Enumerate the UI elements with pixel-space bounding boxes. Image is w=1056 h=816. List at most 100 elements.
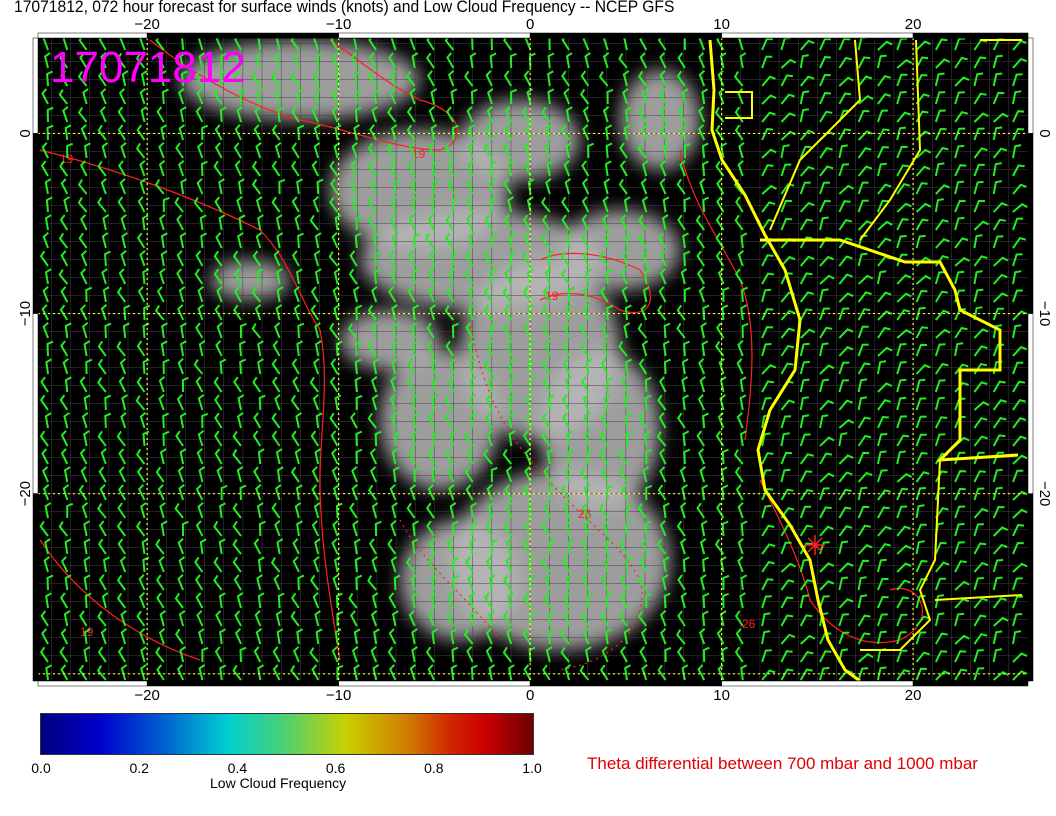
wind-barb <box>236 412 244 429</box>
wind-barb <box>97 377 107 393</box>
wind-barb <box>541 430 551 447</box>
wind-barb <box>799 201 815 213</box>
wind-barb <box>100 304 108 321</box>
wind-barb <box>624 664 631 681</box>
wind-barb <box>780 74 794 87</box>
wind-barb <box>679 466 687 483</box>
wind-barb <box>934 362 949 375</box>
wind-barb <box>232 538 242 555</box>
wind-barb <box>292 538 300 555</box>
wind-barb <box>276 466 284 483</box>
wind-barb <box>276 268 283 285</box>
wind-barb <box>642 466 650 483</box>
wind-barb <box>353 628 361 645</box>
wind-barb <box>139 88 147 105</box>
wind-barb <box>179 106 187 123</box>
wind-barb <box>120 610 127 627</box>
wind-barb <box>391 502 398 519</box>
wind-barb <box>411 646 418 663</box>
wind-barb <box>954 111 969 123</box>
wind-barb <box>877 525 892 537</box>
wind-barb <box>391 412 398 429</box>
wind-barb <box>954 523 965 537</box>
wind-barb <box>915 397 927 411</box>
wind-barb <box>335 70 342 87</box>
wind-barb <box>233 574 242 591</box>
wind-barb <box>954 668 968 681</box>
wind-barb <box>100 88 107 105</box>
wind-barb <box>502 287 512 303</box>
wind-barb <box>915 560 928 573</box>
wind-barb <box>469 538 477 555</box>
wind-barb <box>508 358 515 375</box>
wind-barb <box>239 88 247 105</box>
wind-barb <box>1012 324 1022 339</box>
wind-barb <box>973 649 984 663</box>
wind-barb <box>428 106 435 123</box>
wind-barb <box>524 448 532 465</box>
wind-barb <box>290 592 300 609</box>
wind-barb <box>393 178 401 195</box>
wind-barb <box>599 430 609 447</box>
wind-barb <box>371 556 378 573</box>
wind-barb <box>83 628 91 645</box>
wind-barb <box>355 394 363 411</box>
wind-barb <box>696 502 706 519</box>
wind-barb <box>992 434 1006 447</box>
wind-barb <box>973 255 988 267</box>
wind-barb <box>237 178 245 195</box>
wind-barb <box>857 274 874 285</box>
wind-barb <box>158 160 166 177</box>
wind-barb <box>734 466 744 483</box>
wind-barb <box>857 75 873 87</box>
wind-barb <box>565 142 572 159</box>
wind-barb <box>509 52 517 69</box>
wind-barb <box>620 268 628 285</box>
wind-barb <box>716 628 725 645</box>
wind-barb <box>84 142 91 159</box>
wind-barb <box>355 430 363 447</box>
wind-barb <box>351 142 358 159</box>
contour-label: 26 <box>742 617 756 631</box>
wind-barb <box>761 254 774 267</box>
wind-barb <box>838 488 852 501</box>
wind-barb <box>430 574 438 591</box>
wind-barb <box>251 70 262 87</box>
wind-barb <box>993 616 1009 627</box>
wind-barb <box>390 268 397 285</box>
wind-barb <box>606 484 614 501</box>
wind-barb <box>485 412 493 429</box>
wind-barb <box>660 628 667 645</box>
wind-barb <box>954 180 965 195</box>
wind-barb <box>1012 345 1027 357</box>
wind-barb <box>104 394 112 411</box>
wind-barb <box>896 343 907 357</box>
wind-barb <box>680 124 688 141</box>
wind-barb <box>1012 73 1023 87</box>
wind-barb <box>896 253 908 267</box>
wind-barb <box>838 540 849 555</box>
wind-barb <box>117 538 127 555</box>
wind-barb <box>780 633 796 645</box>
wind-barb <box>544 574 551 591</box>
wind-barb <box>934 379 946 393</box>
wind-barb <box>195 106 204 123</box>
wind-barb <box>310 304 320 321</box>
wind-barb <box>838 346 854 357</box>
wind-barb <box>819 288 829 303</box>
wind-barb <box>992 235 1004 249</box>
wind-barb <box>334 214 342 231</box>
wind-barb <box>274 520 281 537</box>
wind-barb <box>408 448 416 465</box>
wind-barb <box>197 430 205 447</box>
wind-barb <box>98 520 107 537</box>
wind-barb <box>46 106 54 123</box>
wind-barb <box>562 556 570 573</box>
wind-barb <box>799 181 811 195</box>
wind-barb <box>314 88 322 105</box>
wind-barb <box>236 592 244 609</box>
wind-barb <box>251 286 262 303</box>
wind-barb <box>876 595 889 609</box>
wind-barb <box>780 58 797 69</box>
wind-barb <box>567 286 575 303</box>
